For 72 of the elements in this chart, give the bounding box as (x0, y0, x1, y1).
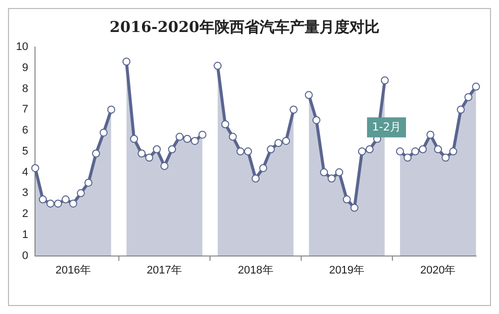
point (221, 120, 230, 128)
point (160, 162, 168, 170)
y-tick-label: 9 (22, 62, 28, 74)
y-tick-label: 6 (22, 124, 28, 137)
point (274, 139, 282, 148)
point (252, 174, 260, 183)
point (54, 200, 62, 208)
x-tick-label: 2019年 (329, 264, 365, 276)
y-tick-label: 8 (22, 82, 28, 95)
point (456, 106, 465, 114)
point (426, 130, 434, 139)
y-tick-label: 7 (22, 104, 28, 116)
point (380, 76, 389, 84)
x-tick-label: 2016年 (55, 264, 91, 276)
point (244, 147, 252, 156)
point (198, 130, 206, 139)
point (138, 149, 146, 158)
point (320, 168, 328, 176)
point (266, 145, 275, 154)
point (84, 178, 92, 187)
point (46, 200, 54, 208)
point (100, 128, 108, 137)
point (442, 154, 450, 162)
point (228, 132, 237, 141)
point (38, 195, 47, 204)
point (396, 147, 404, 156)
point (236, 147, 244, 156)
point (335, 168, 344, 176)
point (107, 106, 116, 114)
y-tick-label: 2 (22, 208, 28, 220)
annotation: 1-2月 (372, 120, 402, 134)
point (418, 145, 427, 154)
point (434, 145, 442, 154)
y-tick-label: 5 (22, 145, 28, 158)
point (404, 154, 412, 162)
x-tick-label: 2018年 (238, 264, 274, 276)
point (411, 147, 420, 156)
point (312, 116, 320, 124)
y-tick-label: 0 (22, 250, 28, 262)
point (342, 195, 351, 204)
chart-title: 2016-2020年陕西省汽车产量月度对比 (110, 18, 380, 36)
point (358, 147, 366, 156)
point (282, 136, 290, 145)
y-tick-label: 4 (22, 166, 28, 178)
y-tick-label: 10 (16, 41, 28, 54)
point (152, 145, 161, 154)
point (449, 147, 458, 156)
point (464, 93, 472, 102)
point (92, 149, 100, 158)
point (145, 154, 154, 162)
point (350, 204, 358, 212)
point (76, 189, 85, 198)
point (328, 174, 336, 183)
point (259, 164, 268, 172)
x-tick-label: 2020年 (420, 264, 456, 276)
x-tick-label: 2017年 (146, 264, 182, 276)
point (472, 82, 480, 91)
point (31, 164, 40, 172)
point (69, 200, 78, 208)
point (183, 134, 192, 143)
point (290, 106, 298, 114)
point (366, 145, 374, 154)
point (214, 62, 222, 70)
point (190, 136, 199, 145)
point (122, 58, 130, 66)
point (168, 145, 176, 154)
point (62, 195, 70, 204)
y-tick-label: 3 (22, 187, 28, 200)
y-tick-label: 1 (22, 228, 28, 241)
point (130, 134, 138, 143)
point (176, 132, 184, 141)
point (304, 91, 313, 100)
